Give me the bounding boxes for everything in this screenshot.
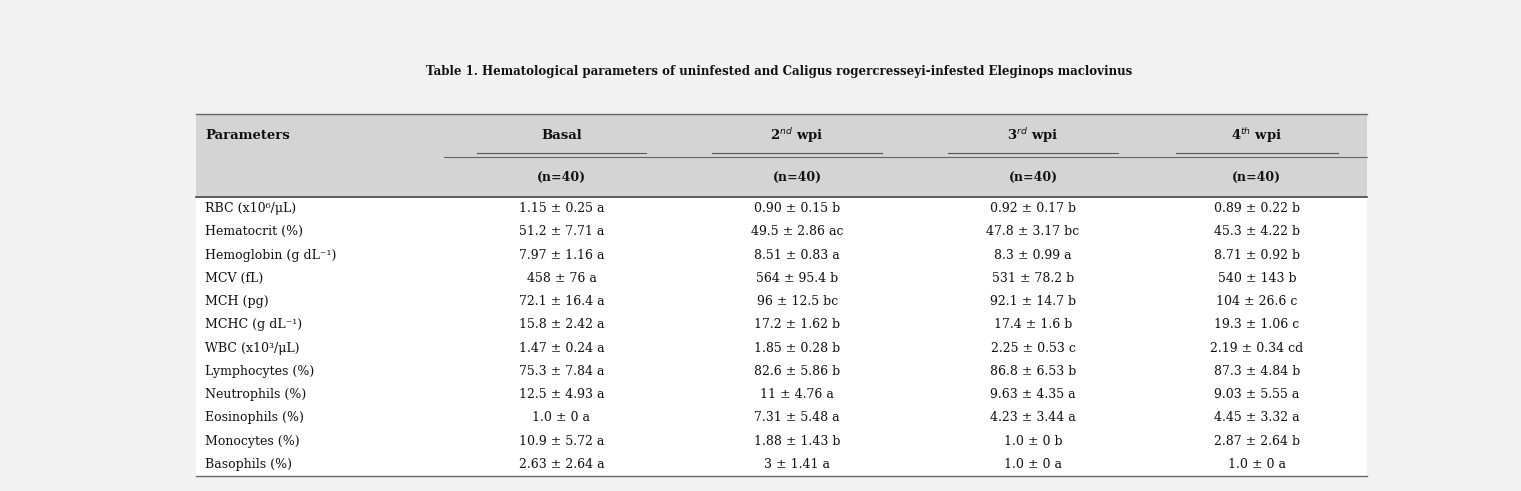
Text: 458 ± 76 a: 458 ± 76 a	[526, 272, 596, 285]
Text: 45.3 ± 4.22 b: 45.3 ± 4.22 b	[1214, 225, 1300, 238]
Text: 49.5 ± 2.86 ac: 49.5 ± 2.86 ac	[751, 225, 844, 238]
Text: 1.85 ± 0.28 b: 1.85 ± 0.28 b	[754, 342, 840, 355]
Text: Hematocrit (%): Hematocrit (%)	[205, 225, 304, 238]
Text: 15.8 ± 2.42 a: 15.8 ± 2.42 a	[519, 318, 604, 331]
Text: 8.51 ± 0.83 a: 8.51 ± 0.83 a	[754, 248, 840, 262]
Text: 82.6 ± 5.86 b: 82.6 ± 5.86 b	[754, 365, 840, 378]
Text: 4$^{th}$ wpi: 4$^{th}$ wpi	[1232, 126, 1282, 145]
Text: 8.3 ± 0.99 a: 8.3 ± 0.99 a	[995, 248, 1072, 262]
Text: Hemoglobin (g dL⁻¹): Hemoglobin (g dL⁻¹)	[205, 248, 336, 262]
Text: 2.19 ± 0.34 cd: 2.19 ± 0.34 cd	[1211, 342, 1303, 355]
Text: Table 1. Hematological parameters of uninfested and Caligus rogercresseyi-infest: Table 1. Hematological parameters of uni…	[426, 65, 1133, 78]
Text: 2.87 ± 2.64 b: 2.87 ± 2.64 b	[1214, 435, 1300, 448]
Text: RBC (x10⁶/μL): RBC (x10⁶/μL)	[205, 202, 297, 215]
Text: 1.15 ± 0.25 a: 1.15 ± 0.25 a	[519, 202, 604, 215]
Text: MCV (fL): MCV (fL)	[205, 272, 263, 285]
Text: 1.0 ± 0 b: 1.0 ± 0 b	[1004, 435, 1062, 448]
Text: 1.88 ± 1.43 b: 1.88 ± 1.43 b	[754, 435, 841, 448]
Text: 1.0 ± 0 a: 1.0 ± 0 a	[1227, 458, 1285, 471]
Text: 9.03 ± 5.55 a: 9.03 ± 5.55 a	[1214, 388, 1299, 401]
Text: 2.63 ± 2.64 a: 2.63 ± 2.64 a	[519, 458, 604, 471]
Text: 0.92 ± 0.17 b: 0.92 ± 0.17 b	[990, 202, 1075, 215]
Text: Parameters: Parameters	[205, 129, 291, 142]
Text: 17.4 ± 1.6 b: 17.4 ± 1.6 b	[993, 318, 1072, 331]
Text: 2.25 ± 0.53 c: 2.25 ± 0.53 c	[990, 342, 1075, 355]
Text: 0.89 ± 0.22 b: 0.89 ± 0.22 b	[1214, 202, 1300, 215]
Text: 11 ± 4.76 a: 11 ± 4.76 a	[760, 388, 834, 401]
Text: 531 ± 78.2 b: 531 ± 78.2 b	[992, 272, 1074, 285]
Text: Eosinophils (%): Eosinophils (%)	[205, 411, 304, 424]
Text: 75.3 ± 7.84 a: 75.3 ± 7.84 a	[519, 365, 604, 378]
Text: (n=40): (n=40)	[1232, 170, 1282, 184]
Bar	[196, 114, 1366, 197]
Text: MCH (pg): MCH (pg)	[205, 295, 269, 308]
Text: 17.2 ± 1.62 b: 17.2 ± 1.62 b	[754, 318, 840, 331]
Text: MCHC (g dL⁻¹): MCHC (g dL⁻¹)	[205, 318, 303, 331]
Text: 1.0 ± 0 a: 1.0 ± 0 a	[1004, 458, 1062, 471]
Text: 92.1 ± 14.7 b: 92.1 ± 14.7 b	[990, 295, 1075, 308]
Text: 104 ± 26.6 c: 104 ± 26.6 c	[1217, 295, 1297, 308]
Text: 3$^{rd}$ wpi: 3$^{rd}$ wpi	[1007, 126, 1059, 145]
Text: 564 ± 95.4 b: 564 ± 95.4 b	[756, 272, 838, 285]
Text: 19.3 ± 1.06 c: 19.3 ± 1.06 c	[1214, 318, 1299, 331]
Text: 4.45 ± 3.32 a: 4.45 ± 3.32 a	[1214, 411, 1300, 424]
Text: 9.63 ± 4.35 a: 9.63 ± 4.35 a	[990, 388, 1075, 401]
Text: Monocytes (%): Monocytes (%)	[205, 435, 300, 448]
Text: 1.0 ± 0 a: 1.0 ± 0 a	[532, 411, 590, 424]
Text: (n=40): (n=40)	[1008, 170, 1057, 184]
Text: 540 ± 143 b: 540 ± 143 b	[1218, 272, 1296, 285]
Text: 7.31 ± 5.48 a: 7.31 ± 5.48 a	[754, 411, 840, 424]
Text: Neutrophils (%): Neutrophils (%)	[205, 388, 307, 401]
Text: 72.1 ± 16.4 a: 72.1 ± 16.4 a	[519, 295, 604, 308]
Text: 7.97 ± 1.16 a: 7.97 ± 1.16 a	[519, 248, 604, 262]
Text: 3 ± 1.41 a: 3 ± 1.41 a	[764, 458, 830, 471]
Text: (n=40): (n=40)	[537, 170, 586, 184]
Text: 10.9 ± 5.72 a: 10.9 ± 5.72 a	[519, 435, 604, 448]
Text: 86.8 ± 6.53 b: 86.8 ± 6.53 b	[990, 365, 1077, 378]
Text: (n=40): (n=40)	[773, 170, 821, 184]
Text: 2$^{nd}$ wpi: 2$^{nd}$ wpi	[771, 126, 824, 145]
Text: WBC (x10³/μL): WBC (x10³/μL)	[205, 342, 300, 355]
Text: 1.47 ± 0.24 a: 1.47 ± 0.24 a	[519, 342, 604, 355]
Text: 4.23 ± 3.44 a: 4.23 ± 3.44 a	[990, 411, 1075, 424]
Text: 12.5 ± 4.93 a: 12.5 ± 4.93 a	[519, 388, 604, 401]
Text: 96 ± 12.5 bc: 96 ± 12.5 bc	[756, 295, 838, 308]
Text: 87.3 ± 4.84 b: 87.3 ± 4.84 b	[1214, 365, 1300, 378]
Text: 51.2 ± 7.71 a: 51.2 ± 7.71 a	[519, 225, 604, 238]
Text: 0.90 ± 0.15 b: 0.90 ± 0.15 b	[754, 202, 840, 215]
Text: Lymphocytes (%): Lymphocytes (%)	[205, 365, 315, 378]
Text: Basal: Basal	[541, 129, 583, 142]
Text: 47.8 ± 3.17 bc: 47.8 ± 3.17 bc	[986, 225, 1080, 238]
Bar	[196, 197, 1366, 476]
Text: Basophils (%): Basophils (%)	[205, 458, 292, 471]
Text: 8.71 ± 0.92 b: 8.71 ± 0.92 b	[1214, 248, 1300, 262]
